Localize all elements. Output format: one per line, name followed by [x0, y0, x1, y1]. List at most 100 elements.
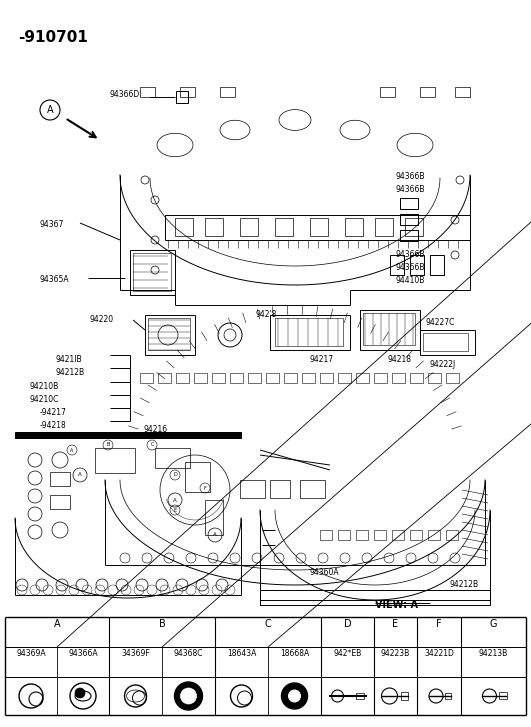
Bar: [392, 530, 404, 540]
Bar: [410, 530, 422, 540]
Text: F: F: [203, 486, 207, 491]
Text: -94217: -94217: [40, 408, 67, 417]
Bar: [390, 255, 404, 275]
Text: A: A: [54, 619, 61, 629]
Bar: [374, 373, 387, 383]
Bar: [338, 530, 350, 540]
Bar: [455, 87, 470, 97]
Text: C: C: [264, 619, 271, 629]
Text: 942*EB: 942*EB: [333, 649, 362, 658]
Bar: [302, 373, 315, 383]
Bar: [260, 590, 490, 605]
Bar: [345, 218, 363, 236]
Bar: [176, 373, 189, 383]
Text: 94368C: 94368C: [174, 649, 203, 658]
Circle shape: [281, 683, 307, 709]
Text: 94223B: 94223B: [381, 649, 410, 658]
Circle shape: [181, 688, 196, 704]
Bar: [275, 218, 293, 236]
Text: A: A: [70, 448, 74, 452]
Bar: [240, 218, 258, 236]
Bar: [185, 462, 210, 492]
Text: 94217: 94217: [310, 355, 334, 364]
Text: A: A: [47, 105, 53, 115]
Bar: [392, 373, 405, 383]
Bar: [180, 87, 195, 97]
Bar: [266, 373, 279, 383]
Circle shape: [288, 690, 301, 702]
Text: 94367: 94367: [40, 220, 64, 229]
Text: VIEW: A: VIEW: A: [375, 600, 418, 610]
Text: G: G: [490, 619, 497, 629]
Bar: [410, 373, 423, 383]
Text: 94366B: 94366B: [395, 250, 424, 259]
Bar: [175, 218, 193, 236]
Text: 94365A: 94365A: [40, 275, 70, 284]
Text: 18643A: 18643A: [227, 649, 256, 658]
Text: -910701: -910701: [18, 30, 88, 45]
Text: 94366B: 94366B: [395, 263, 424, 272]
Text: A: A: [213, 532, 217, 537]
Bar: [230, 373, 243, 383]
Text: 94366B: 94366B: [395, 172, 424, 181]
Text: 94216: 94216: [143, 425, 167, 434]
Bar: [50, 472, 70, 486]
Bar: [428, 530, 440, 540]
Bar: [176, 91, 188, 103]
Text: 94410B: 94410B: [395, 276, 424, 285]
Text: 34369F: 34369F: [121, 649, 150, 658]
Bar: [145, 315, 195, 355]
Text: F: F: [436, 619, 442, 629]
Text: 94210C: 94210C: [30, 395, 59, 404]
Bar: [130, 250, 175, 295]
Bar: [410, 255, 424, 275]
Bar: [445, 693, 451, 699]
Bar: [248, 373, 261, 383]
Bar: [338, 373, 351, 383]
Bar: [133, 253, 171, 291]
Bar: [15, 432, 241, 438]
Circle shape: [175, 682, 202, 710]
Bar: [95, 448, 135, 473]
Text: B: B: [159, 619, 165, 629]
Bar: [270, 480, 290, 498]
Bar: [380, 87, 395, 97]
Text: 94213B: 94213B: [479, 649, 508, 658]
Bar: [446, 373, 459, 383]
Bar: [356, 530, 368, 540]
Bar: [50, 495, 70, 509]
Text: 94366A: 94366A: [68, 649, 98, 658]
Text: E: E: [392, 619, 399, 629]
Text: 94212B: 94212B: [450, 580, 479, 589]
Bar: [284, 373, 297, 383]
Bar: [355, 693, 364, 699]
Text: 94210B: 94210B: [30, 382, 59, 391]
Text: E: E: [174, 507, 177, 513]
Bar: [374, 530, 386, 540]
Text: 18668A: 18668A: [280, 649, 309, 658]
Text: A: A: [173, 497, 177, 502]
Text: 94369A: 94369A: [16, 649, 46, 658]
Bar: [423, 333, 468, 351]
Text: 94212B: 94212B: [55, 368, 84, 377]
Bar: [148, 318, 190, 350]
Text: 94360A: 94360A: [310, 568, 340, 577]
Bar: [428, 373, 441, 383]
Text: A: A: [78, 473, 82, 478]
Bar: [165, 215, 470, 240]
Bar: [220, 87, 235, 97]
Bar: [405, 218, 423, 236]
Bar: [275, 318, 343, 346]
Bar: [270, 315, 350, 350]
Bar: [205, 500, 223, 535]
Text: 94227C: 94227C: [425, 318, 455, 327]
Bar: [400, 230, 418, 241]
Text: 94366D: 94366D: [110, 90, 140, 99]
Bar: [310, 218, 328, 236]
Bar: [363, 313, 415, 345]
Bar: [420, 87, 435, 97]
Text: 34221D: 34221D: [424, 649, 454, 658]
Bar: [320, 373, 333, 383]
Text: 94218: 94218: [388, 355, 412, 364]
Bar: [320, 530, 332, 540]
